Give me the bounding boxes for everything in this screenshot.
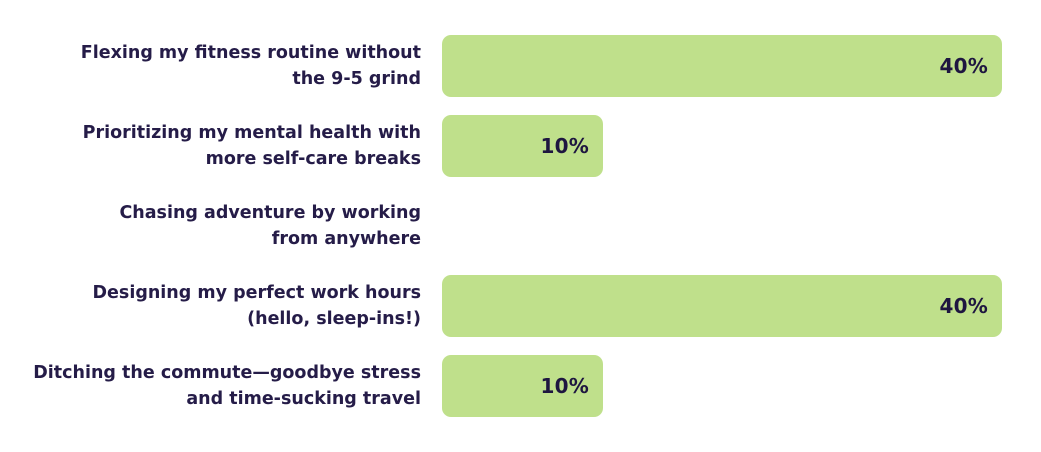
bar-track: 10% xyxy=(442,115,1002,177)
category-label: Chasing adventure by working from anywhe… xyxy=(119,203,421,249)
bar: 10% xyxy=(442,115,603,177)
value-label: 10% xyxy=(540,134,589,158)
value-label: 10% xyxy=(540,374,589,398)
bar-track: 10% xyxy=(442,355,1002,417)
category-label: Prioritizing my mental health with more … xyxy=(82,123,421,169)
chart-row: Prioritizing my mental health with more … xyxy=(30,115,1002,177)
bar: 40% xyxy=(442,35,1002,97)
chart-row: Ditching the commute—goodbye stress and … xyxy=(30,355,1002,417)
bar-track: 40% xyxy=(442,35,1002,97)
value-label: 40% xyxy=(939,294,988,318)
bar-track: 40% xyxy=(442,275,1002,337)
chart-row: Flexing my fitness routine without the 9… xyxy=(30,35,1002,97)
value-label: 40% xyxy=(939,54,988,78)
bar: 40% xyxy=(442,275,1002,337)
category-label: Ditching the commute—goodbye stress and … xyxy=(33,363,421,409)
chart-row: Chasing adventure by working from anywhe… xyxy=(30,195,1002,257)
bar: 10% xyxy=(442,355,603,417)
chart-row: Designing my perfect work hours (hello, … xyxy=(30,275,1002,337)
category-label: Designing my perfect work hours (hello, … xyxy=(92,283,421,329)
bar-track xyxy=(442,195,1002,257)
category-label: Flexing my fitness routine without the 9… xyxy=(80,43,421,89)
